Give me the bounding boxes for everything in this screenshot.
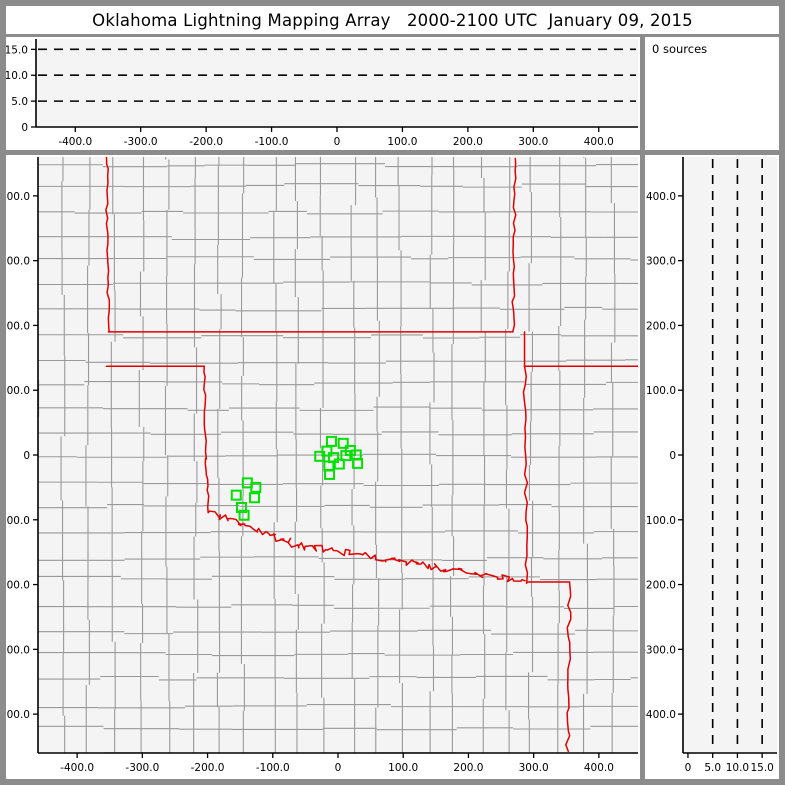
state-line-ok-ar xyxy=(522,365,529,585)
sources-count-label: 0 sources xyxy=(652,42,708,56)
y-tick-label: 100.0 xyxy=(6,385,30,397)
y-tick-label: 0 xyxy=(23,450,30,462)
source-marker[interactable] xyxy=(337,437,349,449)
state-line-tx-ok-meridian-south xyxy=(204,457,210,514)
y-tick-label: -200.0 xyxy=(6,580,30,592)
plot-background xyxy=(683,157,777,753)
x-tick-label: -100.0 xyxy=(255,136,289,148)
x-tick-label: 10.0 xyxy=(726,762,749,774)
sources-panel: 0 sources xyxy=(645,37,779,150)
y-tick-label: -100.0 xyxy=(645,515,676,527)
x-tick-label: 5.0 xyxy=(704,762,721,774)
x-tick-label: 200.0 xyxy=(453,762,483,774)
page-title: Oklahoma Lightning Mapping Array 2000-21… xyxy=(92,10,693,30)
source-marker[interactable] xyxy=(230,489,242,501)
source-marker[interactable] xyxy=(340,450,352,462)
x-tick-label: 200.0 xyxy=(453,136,483,148)
title-panel: Oklahoma Lightning Mapping Array 2000-21… xyxy=(6,6,779,34)
y-tick-label: -400.0 xyxy=(6,709,30,721)
plan-view-map-plot[interactable]: 400.0 300.0 200.0 100.0 0 -100.0 -200.0 -300.0 -… xyxy=(6,155,640,779)
source-marker[interactable] xyxy=(238,509,250,521)
x-tick-label: 0 xyxy=(335,762,342,774)
y-tick-label: 400.0 xyxy=(646,191,676,203)
x-tick-label: 100.0 xyxy=(388,762,418,774)
x-tick-label: 0 xyxy=(334,136,341,148)
x-tick-label: -200.0 xyxy=(191,762,225,774)
x-tick-label: -400.0 xyxy=(60,762,94,774)
x-tick-label: 100.0 xyxy=(387,136,417,148)
y-tick-label: 0 xyxy=(669,450,676,462)
source-marker[interactable] xyxy=(314,450,326,462)
y-tick-label: 10.0 xyxy=(6,70,28,82)
x-tick-label: -400.0 xyxy=(58,136,92,148)
x-tick-label: 0 xyxy=(685,762,692,774)
source-marker[interactable] xyxy=(333,458,345,470)
x-tick-label: 300.0 xyxy=(518,136,548,148)
state-line-red-river-c xyxy=(298,542,419,567)
source-marker[interactable] xyxy=(249,492,261,504)
y-tick-label: 5.0 xyxy=(11,96,28,108)
county-lines xyxy=(38,157,638,753)
state-line-tx-ar xyxy=(565,581,572,753)
y-tick-label: -300.0 xyxy=(6,644,30,656)
source-marker[interactable] xyxy=(352,457,364,469)
time-altitude-panel: 0 5.0 10.0 15.0 -400.0 -300.0 -200.0 -100.0 0 100… xyxy=(6,37,640,150)
y-tick-label: 200.0 xyxy=(646,320,676,332)
state-line-ks-mo xyxy=(511,157,517,333)
state-line-red-river-w xyxy=(208,510,300,549)
y-tick-label: 15.0 xyxy=(6,44,28,56)
y-tick-label: 400.0 xyxy=(6,191,30,203)
source-markers xyxy=(230,435,364,521)
plot-background xyxy=(36,39,638,127)
time-altitude-plot[interactable]: 0 5.0 10.0 15.0 -400.0 -300.0 -200.0 -100.0 0 100… xyxy=(6,37,640,150)
y-tick-label: -200.0 xyxy=(645,580,676,592)
state-lines xyxy=(105,157,638,753)
source-marker[interactable] xyxy=(324,468,336,480)
x-tick-label: -100.0 xyxy=(256,762,290,774)
x-tick-label: 15.0 xyxy=(750,762,773,774)
x-tick-label: 400.0 xyxy=(584,136,614,148)
x-tick-label: 300.0 xyxy=(519,762,549,774)
x-tick-label: -300.0 xyxy=(124,136,158,148)
y-tick-label: 200.0 xyxy=(6,320,30,332)
altitude-histogram-plot[interactable]: 0 5.0 10.0 15.0 400.0 300.0 200.0 100.0 0 -100.0 -… xyxy=(645,155,779,779)
source-marker[interactable] xyxy=(250,481,262,493)
plan-view-map-panel: 400.0 300.0 200.0 100.0 0 -100.0 -200.0 -300.0 -… xyxy=(6,155,640,779)
y-tick-label: 300.0 xyxy=(646,256,676,268)
state-line-tx-ok-meridian xyxy=(203,365,208,460)
state-line-co-ks xyxy=(105,157,111,333)
y-tick-label: 300.0 xyxy=(6,256,30,268)
y-tick-label: -400.0 xyxy=(645,709,676,721)
x-tick-label: 400.0 xyxy=(584,762,614,774)
y-tick-label: -100.0 xyxy=(6,515,30,527)
y-tick-label: -300.0 xyxy=(645,644,676,656)
altitude-histogram-panel: 0 5.0 10.0 15.0 400.0 300.0 200.0 100.0 0 -100.0 -… xyxy=(645,155,779,779)
state-line-red-river-e xyxy=(415,561,526,583)
source-marker[interactable] xyxy=(235,501,247,513)
y-tick-label: 0 xyxy=(21,122,28,134)
geography-layer xyxy=(38,157,638,753)
x-tick-label: -300.0 xyxy=(125,762,159,774)
x-tick-label: -200.0 xyxy=(189,136,223,148)
y-tick-label: 100.0 xyxy=(646,385,676,397)
